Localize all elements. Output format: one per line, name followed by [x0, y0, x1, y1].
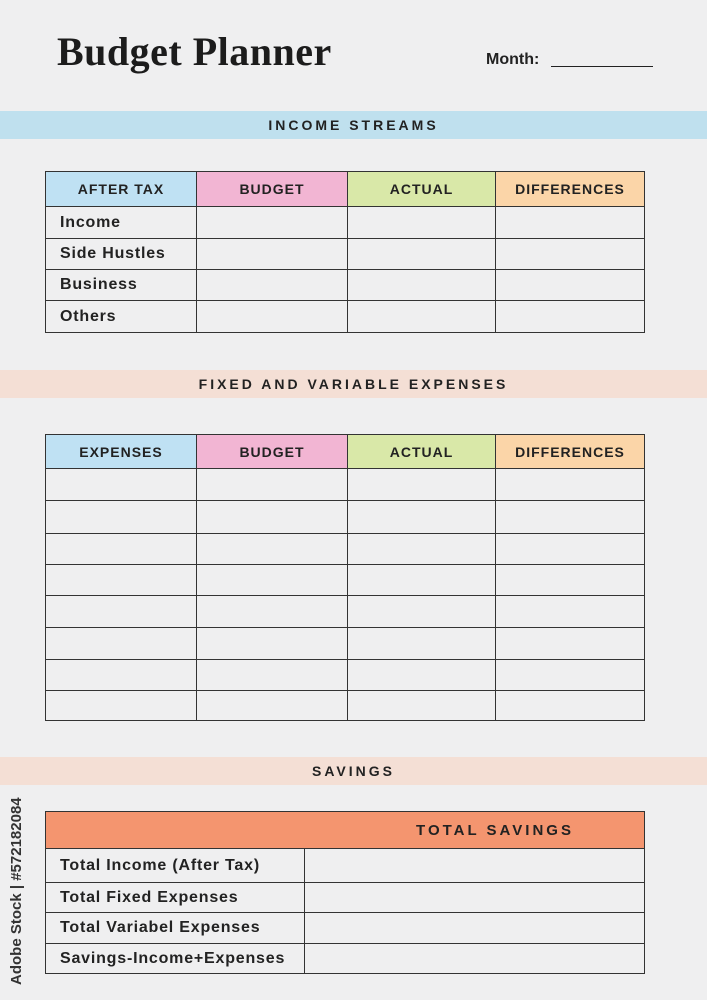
table-cell [196, 659, 348, 691]
table-cell [347, 300, 496, 333]
table-cell [347, 595, 496, 628]
savings-label: Savings-Income+Expenses [45, 943, 305, 974]
title: Budget Planner [57, 29, 332, 74]
table-cell [196, 300, 348, 333]
table-cell [196, 564, 348, 596]
table-cell [45, 468, 197, 501]
table-cell [495, 595, 645, 628]
table-cell [45, 533, 197, 565]
table-cell [347, 627, 496, 660]
table-cell [347, 468, 496, 501]
savings-cell [304, 912, 645, 944]
table-cell [347, 238, 496, 270]
savings-cell [304, 943, 645, 974]
table-cell [347, 500, 496, 534]
table-cell [196, 533, 348, 565]
column-header: AFTER TAX [45, 171, 197, 207]
table-cell [196, 238, 348, 270]
table-cell [347, 564, 496, 596]
table-cell [347, 533, 496, 565]
table-cell [495, 468, 645, 501]
table-cell [347, 659, 496, 691]
table-cell [196, 500, 348, 534]
table-cell [196, 206, 348, 239]
table-cell [45, 500, 197, 534]
table-cell [495, 690, 645, 721]
table-cell [495, 300, 645, 333]
side-watermark: Adobe Stock | #572182084 [8, 797, 25, 985]
table-cell: Others [45, 300, 197, 333]
table-cell [495, 627, 645, 660]
section-band: FIXED AND VARIABLE EXPENSES [0, 370, 707, 398]
section-band: SAVINGS [0, 757, 707, 785]
month-label: Month: [486, 51, 540, 68]
month-line [551, 66, 653, 67]
column-header: DIFFERENCES [495, 171, 645, 207]
savings-header: TOTAL SAVINGS [45, 811, 645, 849]
table-cell [45, 690, 197, 721]
section-band: INCOME STREAMS [0, 111, 707, 139]
savings-label: Total Income (After Tax) [45, 848, 305, 883]
table-cell [45, 564, 197, 596]
column-header: EXPENSES [45, 434, 197, 469]
savings-cell [304, 848, 645, 883]
column-header: ACTUAL [347, 171, 496, 207]
table-cell [196, 690, 348, 721]
table-cell [495, 659, 645, 691]
table-cell: Business [45, 269, 197, 301]
table-cell [495, 206, 645, 239]
table-cell [45, 627, 197, 660]
table-cell: Side Hustles [45, 238, 197, 270]
table-cell [495, 238, 645, 270]
savings-label: Total Fixed Expenses [45, 882, 305, 913]
table-cell [45, 595, 197, 628]
table-cell [196, 468, 348, 501]
column-header: BUDGET [196, 171, 348, 207]
column-header: ACTUAL [347, 434, 496, 469]
table-cell [45, 659, 197, 691]
table-cell: Income [45, 206, 197, 239]
savings-label: Total Variabel Expenses [45, 912, 305, 944]
table-cell [495, 500, 645, 534]
table-cell [196, 627, 348, 660]
table-cell [495, 564, 645, 596]
column-header: BUDGET [196, 434, 348, 469]
table-cell [347, 206, 496, 239]
savings-cell [304, 882, 645, 913]
table-cell [196, 269, 348, 301]
table-cell [495, 533, 645, 565]
table-cell [495, 269, 645, 301]
table-cell [347, 269, 496, 301]
table-cell [347, 690, 496, 721]
column-header: DIFFERENCES [495, 434, 645, 469]
table-cell [196, 595, 348, 628]
